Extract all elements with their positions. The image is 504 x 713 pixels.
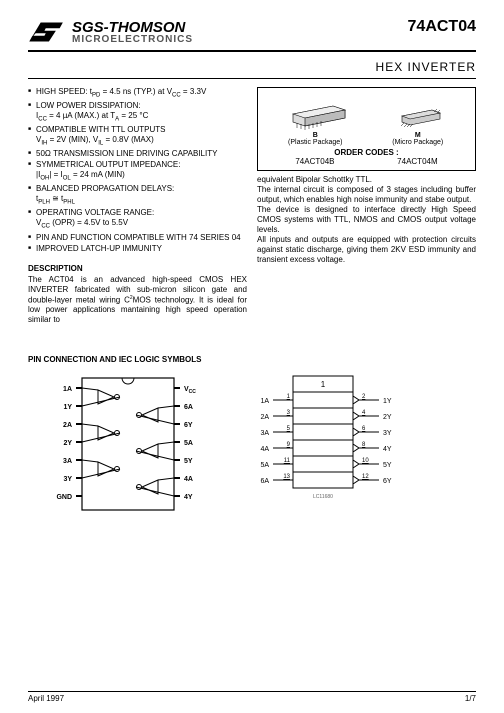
svg-text:2: 2: [362, 394, 366, 400]
package-box: B (Plastic Package) M (Micro Package) OR…: [257, 87, 476, 171]
desc-right-p4: All inputs and outputs are equipped with…: [257, 235, 476, 265]
st-logo-icon: [28, 18, 66, 46]
pin-section: PIN CONNECTION AND IEC LOGIC SYMBOLS 1A V…: [28, 355, 476, 520]
svg-text:2Y: 2Y: [63, 440, 72, 447]
svg-text:6Y: 6Y: [184, 422, 193, 429]
page-header: SGS-THOMSON MICROELECTRONICS 74ACT04: [28, 18, 476, 46]
footer-page: 1/7: [465, 694, 476, 703]
svg-text:13: 13: [283, 474, 290, 480]
svg-text:4A: 4A: [260, 446, 269, 453]
content-columns: HIGH SPEED: tPD = 4.5 ns (TYP.) at VCC =…: [28, 87, 476, 325]
svg-text:1A: 1A: [63, 386, 72, 393]
svg-text:1Y: 1Y: [63, 404, 72, 411]
footer-divider: [28, 691, 476, 692]
svg-text:2A: 2A: [63, 422, 72, 429]
svg-text:5: 5: [287, 426, 291, 432]
desc-right-p3: The device is designed to interface dire…: [257, 205, 476, 235]
iec-logic-diagram: 11A121Y2A342Y3A563Y4A984Y5A11105Y6A13126…: [238, 370, 428, 510]
pkg-m-sub: (Micro Package): [367, 139, 470, 146]
svg-text:10: 10: [362, 458, 369, 464]
svg-text:6A: 6A: [184, 404, 193, 411]
description-heading: DESCRIPTION: [28, 264, 247, 273]
feature-list: HIGH SPEED: tPD = 4.5 ns (TYP.) at VCC =…: [28, 87, 247, 254]
svg-text:VCC: VCC: [184, 386, 196, 395]
svg-text:3Y: 3Y: [63, 476, 72, 483]
svg-text:3: 3: [287, 410, 291, 416]
svg-text:6: 6: [362, 426, 366, 432]
package-labels: B (Plastic Package) M (Micro Package): [264, 132, 469, 146]
dip-package-icon: [283, 94, 353, 130]
desc-right-p1: equivalent Bipolar Schottky TTL.: [257, 175, 476, 185]
pin-heading: PIN CONNECTION AND IEC LOGIC SYMBOLS: [28, 355, 476, 364]
svg-text:2A: 2A: [260, 414, 269, 421]
svg-text:3Y: 3Y: [383, 430, 392, 437]
svg-text:3A: 3A: [260, 430, 269, 437]
svg-text:5Y: 5Y: [383, 462, 392, 469]
part-number: 74ACT04: [408, 18, 476, 36]
desc-right-p2: The internal circuit is composed of 3 st…: [257, 185, 476, 205]
svg-text:6Y: 6Y: [383, 478, 392, 485]
pin-connection-diagram: 1A VCC 1Y 6A 2A 6Y 2Y 5A 3A 5Y 3Y 4A GND 4Y: [48, 370, 208, 520]
svg-text:5Y: 5Y: [184, 458, 193, 465]
svg-text:5A: 5A: [184, 440, 193, 447]
doc-title: HEX INVERTER: [28, 60, 476, 74]
feature-item: BALANCED PROPAGATION DELAYS:tPLH ≅ tPHL: [28, 184, 247, 207]
order-code-m: 74ACT04M: [397, 157, 437, 166]
logo-text-bottom: MICROELECTRONICS: [72, 35, 193, 45]
pkg-b-sub: (Plastic Package): [264, 139, 367, 146]
svg-text:3A: 3A: [63, 458, 72, 465]
svg-text:1: 1: [287, 394, 291, 400]
order-codes-row: 74ACT04B 74ACT04M: [264, 157, 469, 166]
svg-text:11: 11: [284, 458, 291, 464]
package-images: [264, 94, 469, 130]
feature-item: PIN AND FUNCTION COMPATIBLE WITH 74 SERI…: [28, 233, 247, 243]
svg-text:4A: 4A: [184, 476, 193, 483]
order-code-b: 74ACT04B: [295, 157, 334, 166]
feature-item: HIGH SPEED: tPD = 4.5 ns (TYP.) at VCC =…: [28, 87, 247, 100]
logo-text-top: SGS-THOMSON: [72, 20, 193, 35]
feature-item: COMPATIBLE WITH TTL OUTPUTSVIH = 2V (MIN…: [28, 125, 247, 148]
svg-text:5A: 5A: [260, 462, 269, 469]
feature-item: OPERATING VOLTAGE RANGE:VCC (OPR) = 4.5V…: [28, 208, 247, 231]
page-footer: April 1997 1/7: [28, 691, 476, 703]
left-column: HIGH SPEED: tPD = 4.5 ns (TYP.) at VCC =…: [28, 87, 247, 325]
divider-thin: [28, 78, 476, 79]
svg-text:4: 4: [362, 410, 366, 416]
pkg-m-letter: M: [367, 132, 470, 139]
svg-text:12: 12: [362, 474, 369, 480]
company-name: SGS-THOMSON MICROELECTRONICS: [72, 20, 193, 45]
feature-item: IMPROVED LATCH-UP IMMUNITY: [28, 244, 247, 254]
footer-date: April 1997: [28, 694, 64, 703]
company-logo: SGS-THOMSON MICROELECTRONICS: [28, 18, 193, 46]
feature-item: SYMMETRICAL OUTPUT IMPEDANCE:|IOH| = IOL…: [28, 160, 247, 183]
order-codes-heading: ORDER CODES :: [264, 148, 469, 157]
svg-text:4Y: 4Y: [383, 446, 392, 453]
svg-text:6A: 6A: [260, 478, 269, 485]
soic-package-icon: [390, 100, 450, 130]
divider-thick: [28, 50, 476, 52]
svg-text:4Y: 4Y: [184, 494, 193, 501]
svg-text:1Y: 1Y: [383, 398, 392, 405]
svg-text:GND: GND: [56, 494, 72, 501]
svg-text:1A: 1A: [260, 398, 269, 405]
feature-item: LOW POWER DISSIPATION:ICC = 4 µA (MAX.) …: [28, 101, 247, 124]
svg-text:LC11680: LC11680: [313, 494, 333, 500]
feature-item: 50Ω TRANSMISSION LINE DRIVING CAPABILITY: [28, 149, 247, 159]
svg-text:2Y: 2Y: [383, 414, 392, 421]
diagram-row: 1AVCC1Y6A2A6Y2Y5A3A5Y3Y4AGND4Y 11A121Y2A…: [28, 370, 476, 520]
description-left: The ACT04 is an advanced high-speed CMOS…: [28, 275, 247, 326]
right-column: B (Plastic Package) M (Micro Package) OR…: [257, 87, 476, 325]
svg-text:9: 9: [287, 442, 291, 448]
svg-text:8: 8: [362, 442, 366, 448]
svg-text:1: 1: [321, 380, 326, 389]
pkg-b-letter: B: [264, 132, 367, 139]
